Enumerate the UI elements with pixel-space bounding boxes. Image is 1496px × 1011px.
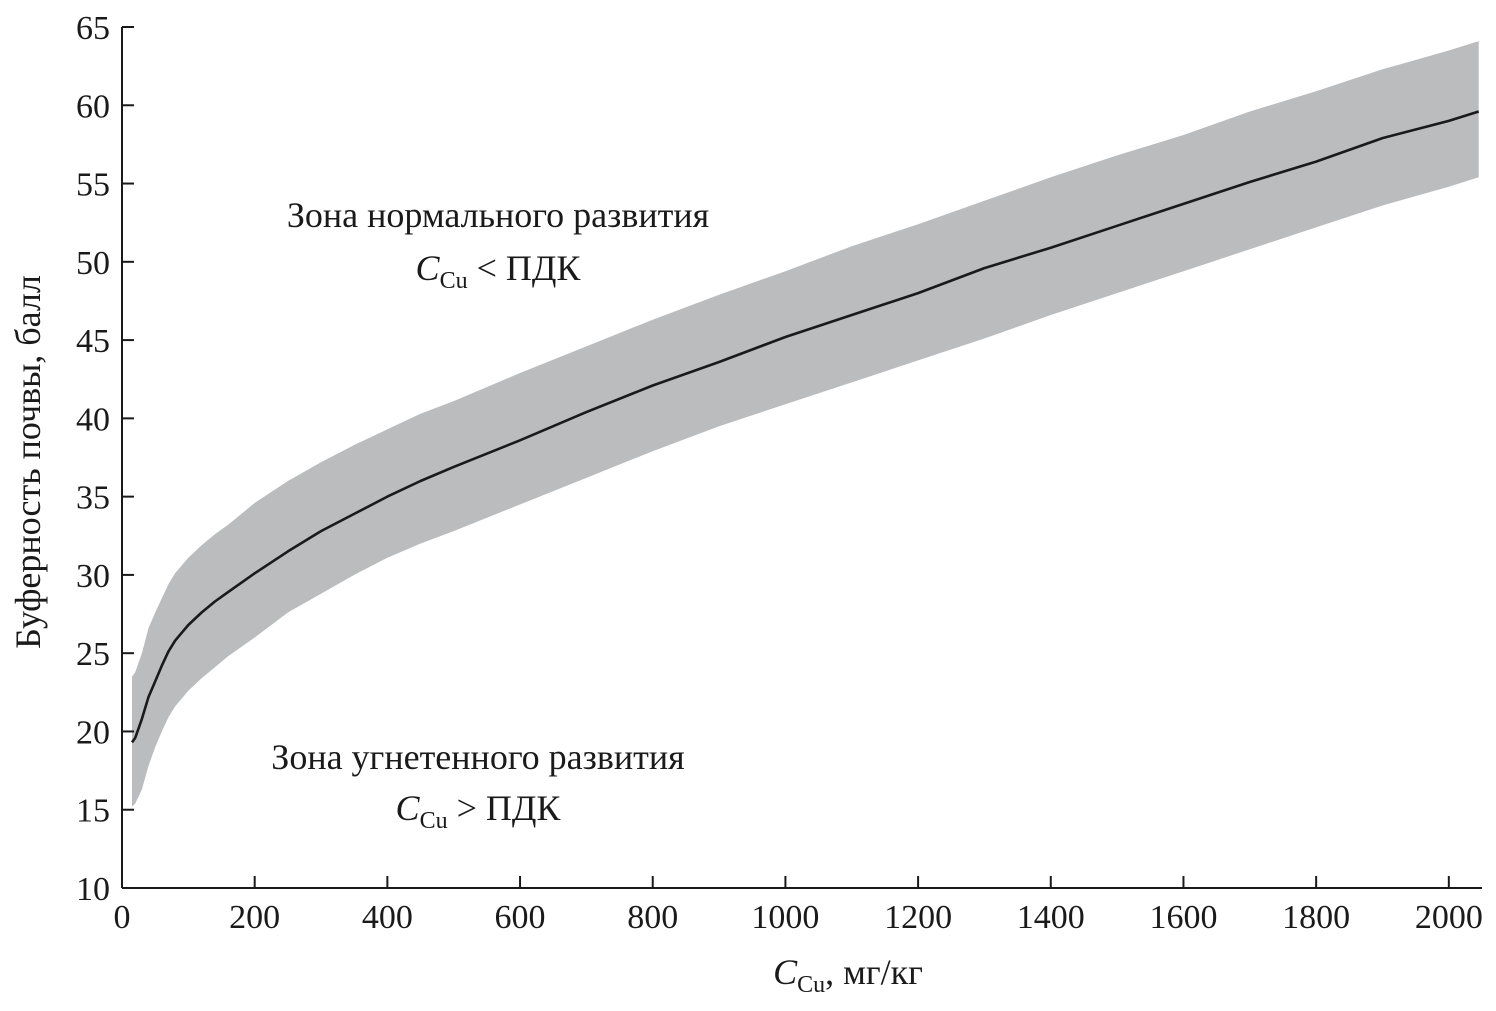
x-tick-label-1400: 1400 xyxy=(1017,899,1085,936)
x-tick-label-1600: 1600 xyxy=(1149,899,1217,936)
mean-line xyxy=(130,110,1480,744)
x-tick-label-0: 0 xyxy=(114,899,131,936)
annotation-normal-symbol: C xyxy=(416,248,441,288)
x-tick-label-2000: 2000 xyxy=(1415,899,1483,936)
y-tick-label-40: 40 xyxy=(76,401,110,438)
y-ticks: 10 15 20 25 30 35 40 45 50 55 60 65 xyxy=(76,10,134,908)
y-tick-label-30: 30 xyxy=(76,558,110,595)
x-axis-symbol: C xyxy=(773,952,798,992)
y-tick-label-45: 45 xyxy=(76,323,110,360)
y-tick-label-35: 35 xyxy=(76,480,110,517)
y-tick-label-50: 50 xyxy=(76,245,110,282)
x-axis-unit: , мг/кг xyxy=(825,952,923,992)
y-tick-label-25: 25 xyxy=(76,636,110,673)
x-ticks: 0 200 400 600 800 1000 1200 1400 1600 1800 2000 xyxy=(114,876,1483,936)
annotation-normal-subscript: Cu xyxy=(440,268,468,294)
x-tick-label-600: 600 xyxy=(495,899,546,936)
annotation-suppressed-symbol: C xyxy=(396,788,421,828)
annotation-normal-line1: Зона нормального развития xyxy=(287,195,709,235)
x-tick-label-1200: 1200 xyxy=(884,899,952,936)
y-tick-label-60: 60 xyxy=(76,88,110,125)
confidence-band xyxy=(132,41,1479,807)
y-tick-label-65: 65 xyxy=(76,10,110,47)
y-tick-label-15: 15 xyxy=(76,793,110,830)
x-tick-label-1000: 1000 xyxy=(751,899,819,936)
annotation-normal-line2: CCu < ПДК xyxy=(416,248,582,294)
y-tick-label-10: 10 xyxy=(76,871,110,908)
band-area xyxy=(132,41,1479,807)
x-axis-subscript: Cu xyxy=(797,972,825,998)
x-tick-label-200: 200 xyxy=(229,899,280,936)
y-tick-label-55: 55 xyxy=(76,167,110,204)
y-tick-label-20: 20 xyxy=(76,714,110,751)
x-tick-label-400: 400 xyxy=(362,899,413,936)
x-tick-label-800: 800 xyxy=(627,899,678,936)
annotation-suppressed-relation: > ПДК xyxy=(448,788,562,828)
annotation-suppressed-line2: CCu > ПДК xyxy=(396,788,562,834)
annotation-normal-zone: Зона нормального развития CCu < ПДК xyxy=(287,195,709,294)
y-axis-title: Буферность почвы, балл xyxy=(8,275,48,649)
annotation-suppressed-subscript: Cu xyxy=(420,808,448,834)
annotation-normal-relation: < ПДК xyxy=(468,248,582,288)
annotation-suppressed-line1: Зона угнетенного развития xyxy=(271,737,684,777)
annotation-suppressed-zone: Зона угнетенного развития CCu > ПДК xyxy=(271,737,684,834)
x-tick-label-1800: 1800 xyxy=(1282,899,1350,936)
axes xyxy=(121,27,1482,889)
x-axis-title: CCu, мг/кг xyxy=(773,952,923,998)
mean-line-group xyxy=(130,110,1480,744)
